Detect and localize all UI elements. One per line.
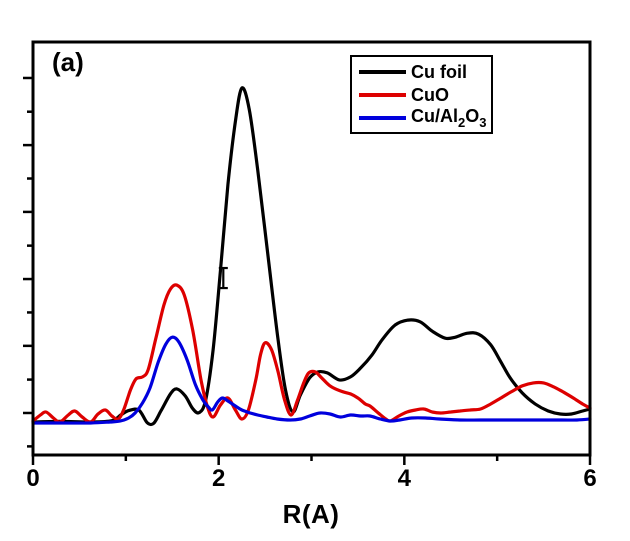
x-tick-label: 2 <box>212 465 225 492</box>
legend-label-text: Cu/Al <box>411 105 458 126</box>
legend-line-swatch <box>359 69 406 74</box>
legend-label-text: O <box>465 105 480 126</box>
x-tick-label: 0 <box>26 465 39 492</box>
x-tick-label: 6 <box>583 465 596 492</box>
x-tick-label: 4 <box>398 465 412 492</box>
axis-ticks <box>23 76 592 465</box>
legend-label-text: Cu foil <box>411 61 467 82</box>
legend-label-subscript: 3 <box>479 114 487 130</box>
curve-cu-al2o3 <box>31 335 592 425</box>
error-bar-annotation <box>218 266 228 290</box>
data-series <box>31 86 592 427</box>
legend-line-swatch <box>359 92 406 97</box>
legend-item-cu-al2o3: Cu/Al2O3 <box>359 106 489 129</box>
legend-label-subscript: 2 <box>458 114 466 130</box>
legend: Cu foil CuO Cu/Al2O3 <box>350 55 493 134</box>
plot-frame <box>31 40 592 457</box>
legend-label: CuO <box>411 86 449 104</box>
legend-line-swatch <box>359 115 406 120</box>
curve-cu-foil <box>31 86 592 427</box>
legend-label: Cu foil <box>411 63 467 81</box>
legend-label: Cu/Al2O3 <box>411 107 486 129</box>
x-tick-labels: 0 2 4 6 <box>26 465 596 492</box>
panel-label: (a) <box>52 47 84 77</box>
legend-item-cu-foil: Cu foil <box>359 60 489 83</box>
legend-item-cuo: CuO <box>359 83 489 106</box>
legend-label-text: CuO <box>411 84 449 105</box>
curve-cuo <box>31 283 592 424</box>
x-axis-label: R(A) <box>282 499 340 529</box>
axes-frame <box>31 40 592 457</box>
